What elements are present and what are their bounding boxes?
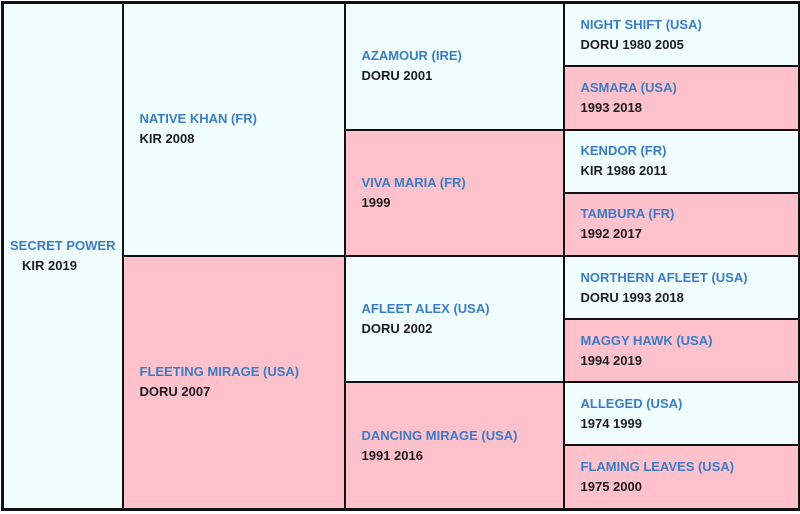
horse-details: DORU 2002 [361, 321, 433, 337]
ancestor-cell: NORTHERN AFLEET (USA) DORU 1993 2018 [562, 254, 800, 321]
ancestor-cell: ASMARA (USA) 1993 2018 [562, 65, 800, 131]
subject-cell: SECRET POWER KIR 2019 [1, 1, 124, 511]
horse-name[interactable]: AZAMOUR (IRE) [361, 48, 462, 64]
ancestor-cell: NIGHT SHIFT (USA) DORU 1980 2005 [562, 1, 800, 68]
ancestor-cell: FLAMING LEAVES (USA) 1975 2000 [562, 444, 800, 511]
sire-cell: NATIVE KHAN (FR) KIR 2008 [121, 1, 346, 257]
horse-name[interactable]: TAMBURA (FR) [580, 206, 675, 222]
ancestor-cell: TAMBURA (FR) 1992 2017 [562, 191, 800, 257]
horse-name[interactable]: ALLEGED (USA) [580, 395, 683, 411]
horse-name[interactable]: NATIVE KHAN (FR) [139, 111, 257, 127]
horse-name[interactable]: NIGHT SHIFT (USA) [580, 16, 702, 32]
horse-details: DORU 2007 [139, 384, 211, 400]
horse-details: KIR 1986 2011 [580, 163, 668, 179]
horse-name[interactable]: ASMARA (USA) [580, 80, 677, 96]
horse-details: 1974 1999 [580, 415, 642, 431]
horse-details: 1999 [361, 194, 391, 210]
grandsire-cell: AFLEET ALEX (USA) DORU 2002 [343, 254, 565, 384]
horse-details: DORU 2001 [361, 68, 433, 84]
horse-name[interactable]: MAGGY HAWK (USA) [580, 332, 713, 348]
horse-name[interactable]: AFLEET ALEX (USA) [361, 301, 490, 317]
horse-name[interactable]: FLEETING MIRAGE (USA) [139, 364, 300, 380]
horse-details: DORU 1980 2005 [580, 36, 684, 52]
horse-name[interactable]: FLAMING LEAVES (USA) [580, 459, 735, 475]
granddam-cell: DANCING MIRAGE (USA) 1991 2016 [343, 381, 565, 511]
horse-name[interactable]: NORTHERN AFLEET (USA) [580, 269, 748, 285]
horse-details: 1994 2019 [580, 352, 642, 368]
horse-details: KIR 2008 [139, 131, 195, 147]
ancestor-cell: KENDOR (FR) KIR 1986 2011 [562, 128, 800, 194]
horse-details: 1992 2017 [580, 226, 642, 242]
horse-details: 1991 2016 [361, 447, 423, 463]
horse-name[interactable]: VIVA MARIA (FR) [361, 174, 466, 190]
horse-details: KIR 2019 [22, 258, 77, 273]
ancestor-cell: MAGGY HAWK (USA) 1994 2019 [562, 318, 800, 384]
horse-name[interactable]: DANCING MIRAGE (USA) [361, 427, 518, 443]
horse-name[interactable]: SECRET POWER [10, 238, 116, 253]
horse-name[interactable]: KENDOR (FR) [580, 143, 667, 159]
dam-cell: FLEETING MIRAGE (USA) DORU 2007 [121, 254, 346, 511]
horse-details: 1975 2000 [580, 479, 642, 495]
granddam-cell: VIVA MARIA (FR) 1999 [343, 128, 565, 257]
horse-details: DORU 1993 2018 [580, 289, 684, 305]
ancestor-cell: ALLEGED (USA) 1974 1999 [562, 381, 800, 447]
grandsire-cell: AZAMOUR (IRE) DORU 2001 [343, 1, 565, 131]
horse-details: 1993 2018 [580, 100, 642, 116]
